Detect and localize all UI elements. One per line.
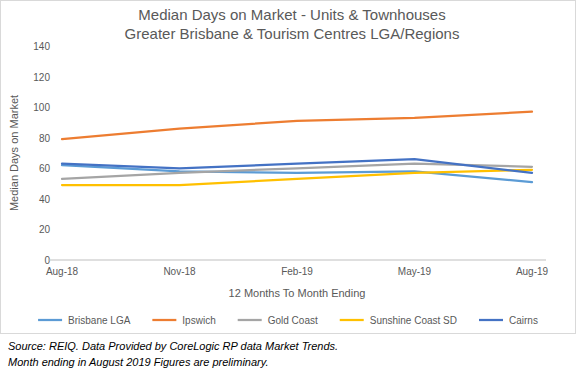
chart: Median Days on Market - Units & Townhous… bbox=[0, 0, 576, 384]
legend-swatch bbox=[238, 319, 262, 321]
x-axis-label: 12 Months To Month Ending bbox=[229, 287, 366, 299]
legend-swatch bbox=[152, 319, 176, 321]
legend-swatch bbox=[340, 319, 364, 321]
legend: Brisbane LGA Ipswich Gold Coast Sunshine Co… bbox=[38, 315, 538, 326]
tick-mark bbox=[59, 46, 62, 47]
x-tick-label: Aug-19 bbox=[516, 266, 549, 277]
chart-frame bbox=[1, 1, 576, 334]
y-axis-label: Median Days on Market bbox=[8, 95, 20, 211]
y-tick-label: 20 bbox=[39, 224, 51, 235]
tick-mark bbox=[59, 168, 62, 169]
tick-mark bbox=[59, 76, 62, 77]
legend-label: Brisbane LGA bbox=[68, 315, 131, 326]
legend-label: Ipswich bbox=[182, 315, 215, 326]
x-tick-label: Nov-18 bbox=[163, 266, 196, 277]
x-tick-label: May-19 bbox=[398, 266, 432, 277]
y-tick-label: 120 bbox=[33, 72, 50, 83]
y-tick-label: 40 bbox=[39, 194, 51, 205]
annotation: Source: REIQ. Data Provided by CoreLogic… bbox=[8, 340, 338, 352]
tick-mark bbox=[59, 107, 62, 108]
title: Median Days on Market - Units & Townhous… bbox=[138, 6, 445, 23]
y-tick-label: 140 bbox=[33, 41, 50, 52]
x-tick-label: Aug-18 bbox=[46, 266, 79, 277]
series-line bbox=[62, 112, 532, 140]
x-tick-label: Feb-19 bbox=[281, 266, 313, 277]
series-group bbox=[62, 112, 532, 185]
legend-label: Cairns bbox=[509, 315, 538, 326]
legend-label: Sunshine Coast SD bbox=[370, 315, 457, 326]
legend-swatch bbox=[38, 319, 62, 321]
legend-swatch bbox=[479, 319, 503, 321]
legend-label: Gold Coast bbox=[268, 315, 318, 326]
tick-mark bbox=[59, 229, 62, 230]
series-line bbox=[62, 159, 532, 173]
series-line bbox=[62, 170, 532, 185]
annotation: Month ending in August 2019 Figures are … bbox=[8, 356, 268, 368]
tick-mark bbox=[59, 137, 62, 138]
subtitle: Greater Brisbane & Tourism Centres LGA/R… bbox=[125, 25, 460, 42]
x-axis bbox=[48, 260, 546, 261]
tick-mark bbox=[59, 198, 62, 199]
y-tick-label: 80 bbox=[39, 133, 51, 144]
y-tick-label: 60 bbox=[39, 163, 51, 174]
y-tick-label: 100 bbox=[33, 102, 50, 113]
